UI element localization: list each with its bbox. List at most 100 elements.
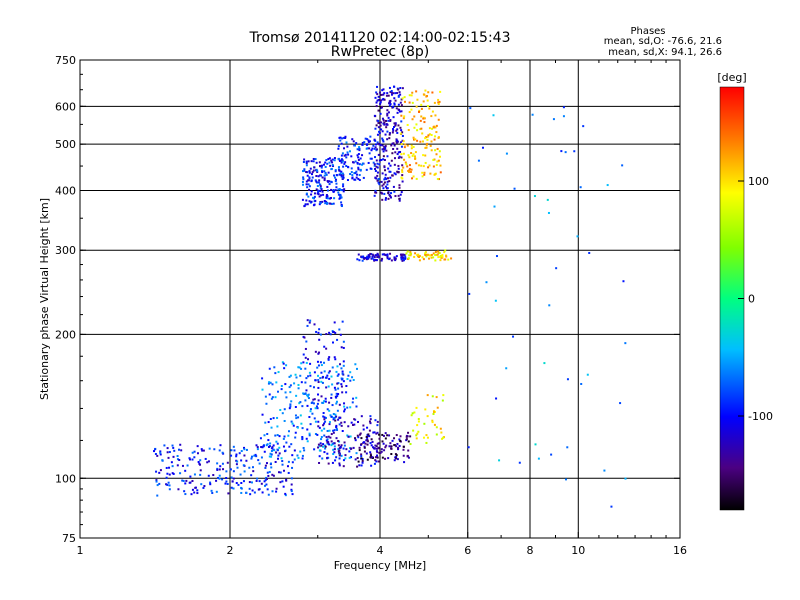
data-point (335, 182, 338, 185)
data-point (376, 171, 379, 174)
data-point (315, 168, 318, 171)
data-point (302, 176, 305, 179)
data-point (356, 154, 359, 157)
data-point (357, 460, 360, 463)
data-point (381, 456, 384, 459)
data-point (393, 437, 396, 440)
data-point (610, 505, 613, 508)
data-point (387, 167, 390, 170)
data-point (328, 423, 331, 426)
data-point (355, 452, 358, 455)
data-point (388, 104, 391, 107)
data-point (314, 199, 317, 202)
data-point (376, 442, 379, 445)
data-point (380, 180, 383, 183)
data-point (250, 481, 253, 484)
data-point (242, 464, 245, 467)
data-point (414, 252, 417, 255)
data-point (304, 203, 307, 206)
data-point (381, 253, 384, 256)
data-point (301, 180, 304, 183)
data-point (289, 374, 292, 377)
data-point (364, 137, 367, 140)
data-point (337, 158, 340, 161)
data-point (379, 101, 382, 104)
data-point (349, 150, 352, 153)
data-point (401, 134, 404, 137)
data-point (317, 420, 320, 423)
data-point (384, 446, 387, 449)
data-point (424, 137, 427, 140)
data-point (366, 255, 369, 258)
data-point (326, 162, 329, 165)
data-point (343, 408, 346, 411)
data-point (260, 482, 263, 485)
data-point (493, 205, 496, 208)
data-point (347, 435, 350, 438)
data-point (406, 455, 409, 458)
data-point (159, 469, 162, 472)
data-point (315, 175, 318, 178)
data-point (398, 197, 401, 200)
data-point (441, 399, 444, 402)
data-point (434, 135, 437, 138)
data-point (365, 435, 368, 438)
data-point (320, 174, 323, 177)
data-point (379, 121, 382, 124)
x-tick-label: 6 (464, 544, 471, 557)
data-point (440, 431, 443, 434)
data-point (399, 87, 402, 90)
data-point (394, 151, 397, 154)
data-point (196, 452, 199, 455)
data-point (425, 441, 428, 444)
data-point (303, 336, 306, 339)
data-point (421, 256, 424, 259)
data-point (397, 88, 400, 91)
data-point (224, 482, 227, 485)
data-point (386, 155, 389, 158)
data-point (209, 483, 212, 486)
data-point (357, 177, 360, 180)
data-point (366, 426, 369, 429)
data-point (335, 186, 338, 189)
data-point (343, 405, 346, 408)
data-point (374, 189, 377, 192)
data-point (318, 351, 321, 354)
data-point (395, 141, 398, 144)
data-point (306, 174, 309, 177)
data-point (271, 490, 274, 493)
data-point (369, 135, 372, 138)
data-point (219, 444, 222, 447)
data-point (390, 93, 393, 96)
data-point (308, 176, 311, 179)
data-point (409, 254, 412, 257)
data-point (385, 177, 388, 180)
data-point (167, 481, 170, 484)
data-point (362, 441, 365, 444)
data-point (395, 255, 398, 258)
data-point (400, 156, 403, 159)
data-point (196, 445, 199, 448)
data-point (498, 459, 501, 462)
data-point (276, 434, 279, 437)
data-point (300, 381, 303, 384)
data-point (297, 366, 300, 369)
x-tick-label: 1 (77, 544, 84, 557)
data-point (351, 161, 354, 164)
data-point (386, 109, 389, 112)
data-point (307, 397, 310, 400)
data-point (206, 461, 209, 464)
data-point (403, 96, 406, 99)
data-point (361, 256, 364, 259)
data-point (412, 429, 415, 432)
data-point (366, 438, 369, 441)
data-point (370, 157, 373, 160)
data-point (274, 434, 277, 437)
data-point (321, 376, 324, 379)
data-point (337, 145, 340, 148)
data-point (351, 376, 354, 379)
data-point (320, 438, 323, 441)
data-point (353, 418, 356, 421)
data-point (325, 193, 328, 196)
